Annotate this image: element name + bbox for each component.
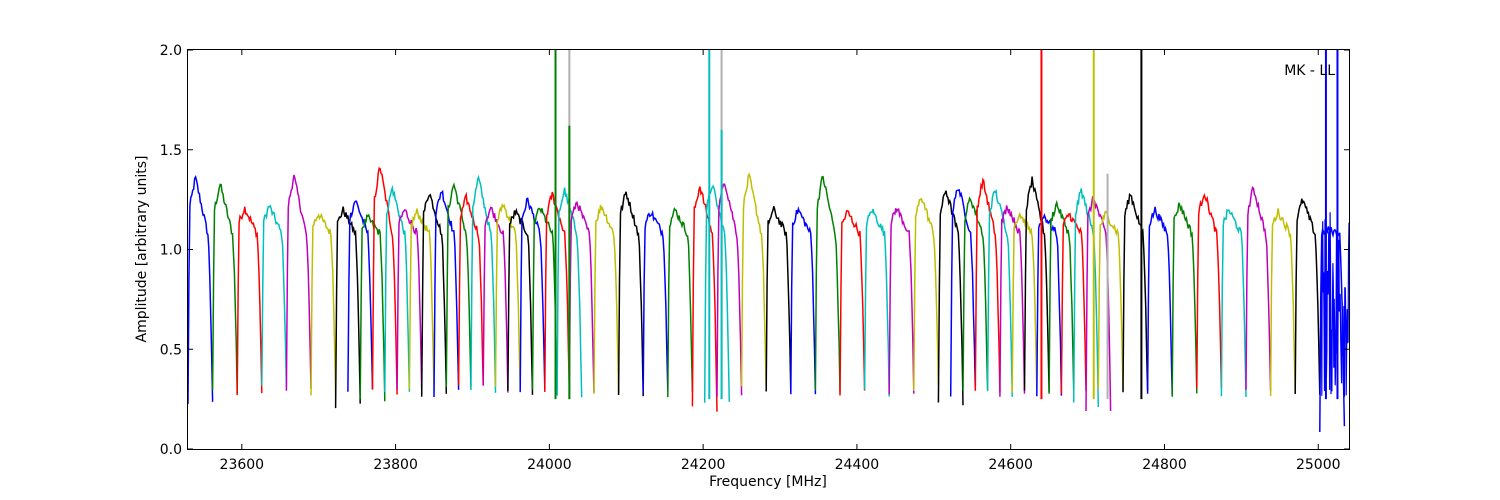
x-tick-label: 24200 bbox=[681, 457, 726, 473]
band-line-45 bbox=[986, 188, 1013, 397]
band-line-34 bbox=[765, 206, 792, 393]
band-line-30 bbox=[691, 186, 718, 412]
y-tick-label: 0.5 bbox=[160, 342, 182, 358]
x-tick-label: 24400 bbox=[835, 457, 880, 473]
band-line-8 bbox=[359, 213, 386, 402]
band-line-0 bbox=[188, 174, 214, 404]
x-tick-label: 23600 bbox=[220, 457, 265, 473]
plot-data bbox=[188, 50, 1349, 433]
band-line-13 bbox=[420, 193, 448, 397]
band-line-50 bbox=[1048, 199, 1075, 394]
band-line-61 bbox=[1269, 208, 1296, 397]
x-tick-label: 24600 bbox=[988, 457, 1033, 473]
axis-ticks: 23600 23800 24000 24200 24400 24600 24800 25000… bbox=[160, 43, 1349, 473]
band-line-38 bbox=[863, 208, 890, 397]
band-line-9 bbox=[371, 166, 398, 395]
y-tick-label: 1.0 bbox=[160, 243, 182, 259]
band-line-59 bbox=[1220, 208, 1247, 398]
band-line-51 bbox=[1060, 212, 1087, 395]
y-tick-label: 0.0 bbox=[160, 442, 182, 458]
band-line-14 bbox=[433, 189, 460, 398]
y-tick-label: 1.5 bbox=[160, 143, 182, 159]
band-line-33 bbox=[740, 172, 767, 389]
band-line-3 bbox=[261, 204, 288, 387]
x-tick-label: 24000 bbox=[527, 457, 572, 473]
band-line-62 bbox=[1294, 198, 1321, 395]
band-line-29 bbox=[667, 206, 694, 398]
band-line-20 bbox=[507, 207, 534, 395]
band-line-4 bbox=[285, 174, 312, 391]
band-line-63 bbox=[1319, 226, 1346, 433]
band-line-17 bbox=[470, 174, 497, 393]
band-line-25 bbox=[568, 200, 595, 395]
band-line-55 bbox=[1122, 192, 1149, 393]
band-line-16 bbox=[457, 191, 484, 386]
band-line-15 bbox=[445, 182, 472, 387]
band-line-48 bbox=[1023, 176, 1050, 392]
band-line-22 bbox=[531, 207, 558, 390]
x-tick-label: 25000 bbox=[1296, 457, 1341, 473]
band-line-12 bbox=[408, 208, 435, 392]
y-tick-label: 2.0 bbox=[160, 43, 182, 59]
band-line-39 bbox=[888, 208, 915, 395]
band-line-42 bbox=[949, 188, 977, 397]
band-line-1 bbox=[211, 183, 238, 396]
x-axis-label: Frequency [MHz] bbox=[709, 474, 827, 490]
band-line-28 bbox=[642, 209, 669, 394]
plot-frame bbox=[187, 49, 1350, 450]
band-line-18 bbox=[482, 206, 509, 393]
band-line-6 bbox=[334, 206, 361, 409]
x-tick-label: 23800 bbox=[373, 457, 418, 473]
band-line-21 bbox=[519, 197, 546, 393]
band-line-11 bbox=[396, 209, 423, 391]
band-line-47 bbox=[1011, 211, 1038, 393]
band-line-40 bbox=[913, 197, 940, 391]
band-line-2 bbox=[236, 206, 263, 395]
band-line-57 bbox=[1171, 202, 1198, 397]
band-line-41 bbox=[937, 190, 964, 406]
band-line-26 bbox=[593, 204, 620, 395]
band-line-36 bbox=[814, 175, 841, 393]
band-line-43 bbox=[962, 196, 989, 391]
band-line-53 bbox=[1085, 196, 1112, 412]
band-line-54 bbox=[1097, 210, 1124, 392]
band-line-10 bbox=[384, 184, 411, 393]
band-line-60 bbox=[1245, 186, 1272, 391]
band-line-35 bbox=[790, 205, 817, 395]
band-line-23 bbox=[544, 191, 571, 393]
band-line-46 bbox=[999, 205, 1026, 397]
y-axis-label: Amplitude [arbitrary units] bbox=[134, 156, 150, 343]
band-line-5 bbox=[310, 212, 337, 397]
band-line-19 bbox=[494, 203, 521, 388]
x-tick-label: 24800 bbox=[1142, 457, 1187, 473]
band-line-27 bbox=[617, 191, 644, 397]
annotation-label: MK - LL bbox=[1284, 63, 1335, 79]
band-line-58 bbox=[1196, 192, 1223, 389]
band-line-7 bbox=[347, 200, 374, 392]
band-line-44 bbox=[974, 177, 1001, 393]
band-line-56 bbox=[1146, 206, 1173, 396]
band-line-37 bbox=[839, 209, 866, 396]
